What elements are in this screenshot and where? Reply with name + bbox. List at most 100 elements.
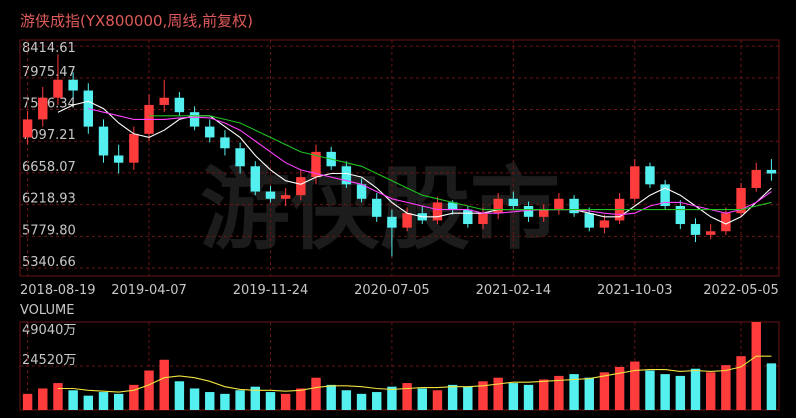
candle-body — [736, 187, 746, 214]
volume-bar — [326, 384, 336, 410]
candle-body — [311, 151, 321, 178]
candle-body — [508, 198, 519, 206]
y-tick-label: 24520万 — [22, 353, 76, 368]
volume-bar — [280, 393, 291, 410]
candle-body — [660, 184, 670, 206]
candle-body — [766, 169, 777, 174]
candle-body — [387, 216, 397, 228]
volume-bar — [98, 392, 109, 410]
volume-bar — [721, 365, 731, 410]
price-frame — [19, 39, 780, 277]
volume-bar — [22, 393, 33, 410]
candle-body — [38, 97, 48, 120]
candle-body — [113, 155, 124, 163]
y-tick-label: 7975.47 — [22, 65, 76, 80]
candle-body — [205, 126, 215, 138]
volume-bar — [83, 395, 94, 410]
volume-bar — [235, 390, 245, 410]
candle-body — [478, 213, 488, 225]
volume-bar — [599, 372, 610, 410]
volume-bar — [53, 383, 63, 410]
candle-body — [705, 231, 716, 235]
chart-title: 游侠成指(YX800000,周线,前复权) — [20, 12, 253, 30]
candle-body — [250, 166, 260, 192]
candle-body — [174, 97, 185, 113]
candle-body — [280, 195, 291, 199]
candle-body — [265, 191, 276, 199]
x-tick-label: 2022-05-05 — [703, 283, 779, 298]
candle-body — [296, 177, 306, 196]
candle-body — [554, 198, 564, 210]
x-tick-label: 2021-02-14 — [476, 283, 552, 298]
volume-average — [58, 355, 772, 393]
volume-bar — [539, 379, 549, 410]
candle-body — [584, 213, 594, 228]
x-tick-label: 2018-08-19 — [20, 283, 96, 298]
candle-body — [645, 166, 655, 185]
candle-body — [751, 169, 761, 188]
candle-body — [447, 202, 458, 210]
volume-bar — [508, 383, 519, 410]
moving-average — [57, 100, 772, 225]
y-tick-label: 49040万 — [22, 323, 76, 338]
volume-bar — [144, 370, 154, 410]
candle-body — [341, 166, 352, 185]
volume-bar — [372, 392, 382, 410]
volume-bar — [447, 384, 458, 410]
volume-bar — [38, 388, 48, 410]
volume-bar — [356, 393, 367, 410]
candle-body — [493, 198, 503, 214]
candle-body — [356, 184, 367, 199]
candle-body — [569, 198, 579, 214]
candle-body — [159, 97, 169, 105]
y-tick-label: 6218.93 — [22, 192, 76, 207]
volume-bar — [645, 370, 655, 410]
candle-body — [432, 202, 443, 221]
volume-bar — [189, 388, 200, 410]
y-tick-label: 8414.61 — [22, 41, 76, 56]
volume-bar — [159, 359, 169, 410]
volume-bar — [113, 393, 124, 410]
candle-body — [599, 220, 610, 228]
volume-bar — [705, 372, 716, 410]
candle-body — [53, 79, 63, 98]
volume-title: VOLUME — [20, 303, 74, 318]
candle-body — [463, 209, 473, 225]
volume-bar — [432, 390, 443, 410]
volume-bar — [554, 375, 564, 410]
candle-body — [630, 166, 640, 199]
volume-bar — [751, 322, 761, 410]
volume-bar — [463, 386, 473, 410]
candle-body — [22, 119, 33, 138]
candle-body — [539, 209, 549, 217]
candle-body — [189, 112, 200, 127]
volume-bar — [387, 386, 397, 410]
volume-bar — [265, 392, 276, 410]
moving-average — [88, 108, 772, 216]
volume-bar — [129, 384, 139, 410]
candle-body — [402, 213, 412, 228]
volume-bar — [523, 384, 534, 410]
volume-bar — [220, 393, 230, 410]
candle-body — [372, 198, 382, 217]
volume-bar — [341, 390, 352, 410]
candle-body — [675, 205, 686, 225]
volume-bar — [205, 392, 215, 410]
candle-body — [98, 126, 109, 156]
y-tick-label: 7097.21 — [22, 128, 76, 143]
y-tick-label: 6658.07 — [22, 160, 76, 175]
volume-bar — [660, 374, 670, 410]
candle-body — [220, 137, 230, 149]
volume-bar — [402, 383, 412, 410]
volume-bar — [766, 363, 777, 410]
y-tick-label: 7536.34 — [22, 97, 76, 112]
volume-bar — [174, 381, 185, 410]
volume-bar — [493, 377, 503, 410]
volume-bar — [614, 366, 625, 410]
volume-bar — [569, 374, 579, 410]
candle-body — [129, 133, 139, 163]
x-tick-label: 2019-11-24 — [233, 283, 309, 298]
y-tick-label: 5340.66 — [22, 255, 76, 270]
volume-bar — [68, 390, 78, 410]
